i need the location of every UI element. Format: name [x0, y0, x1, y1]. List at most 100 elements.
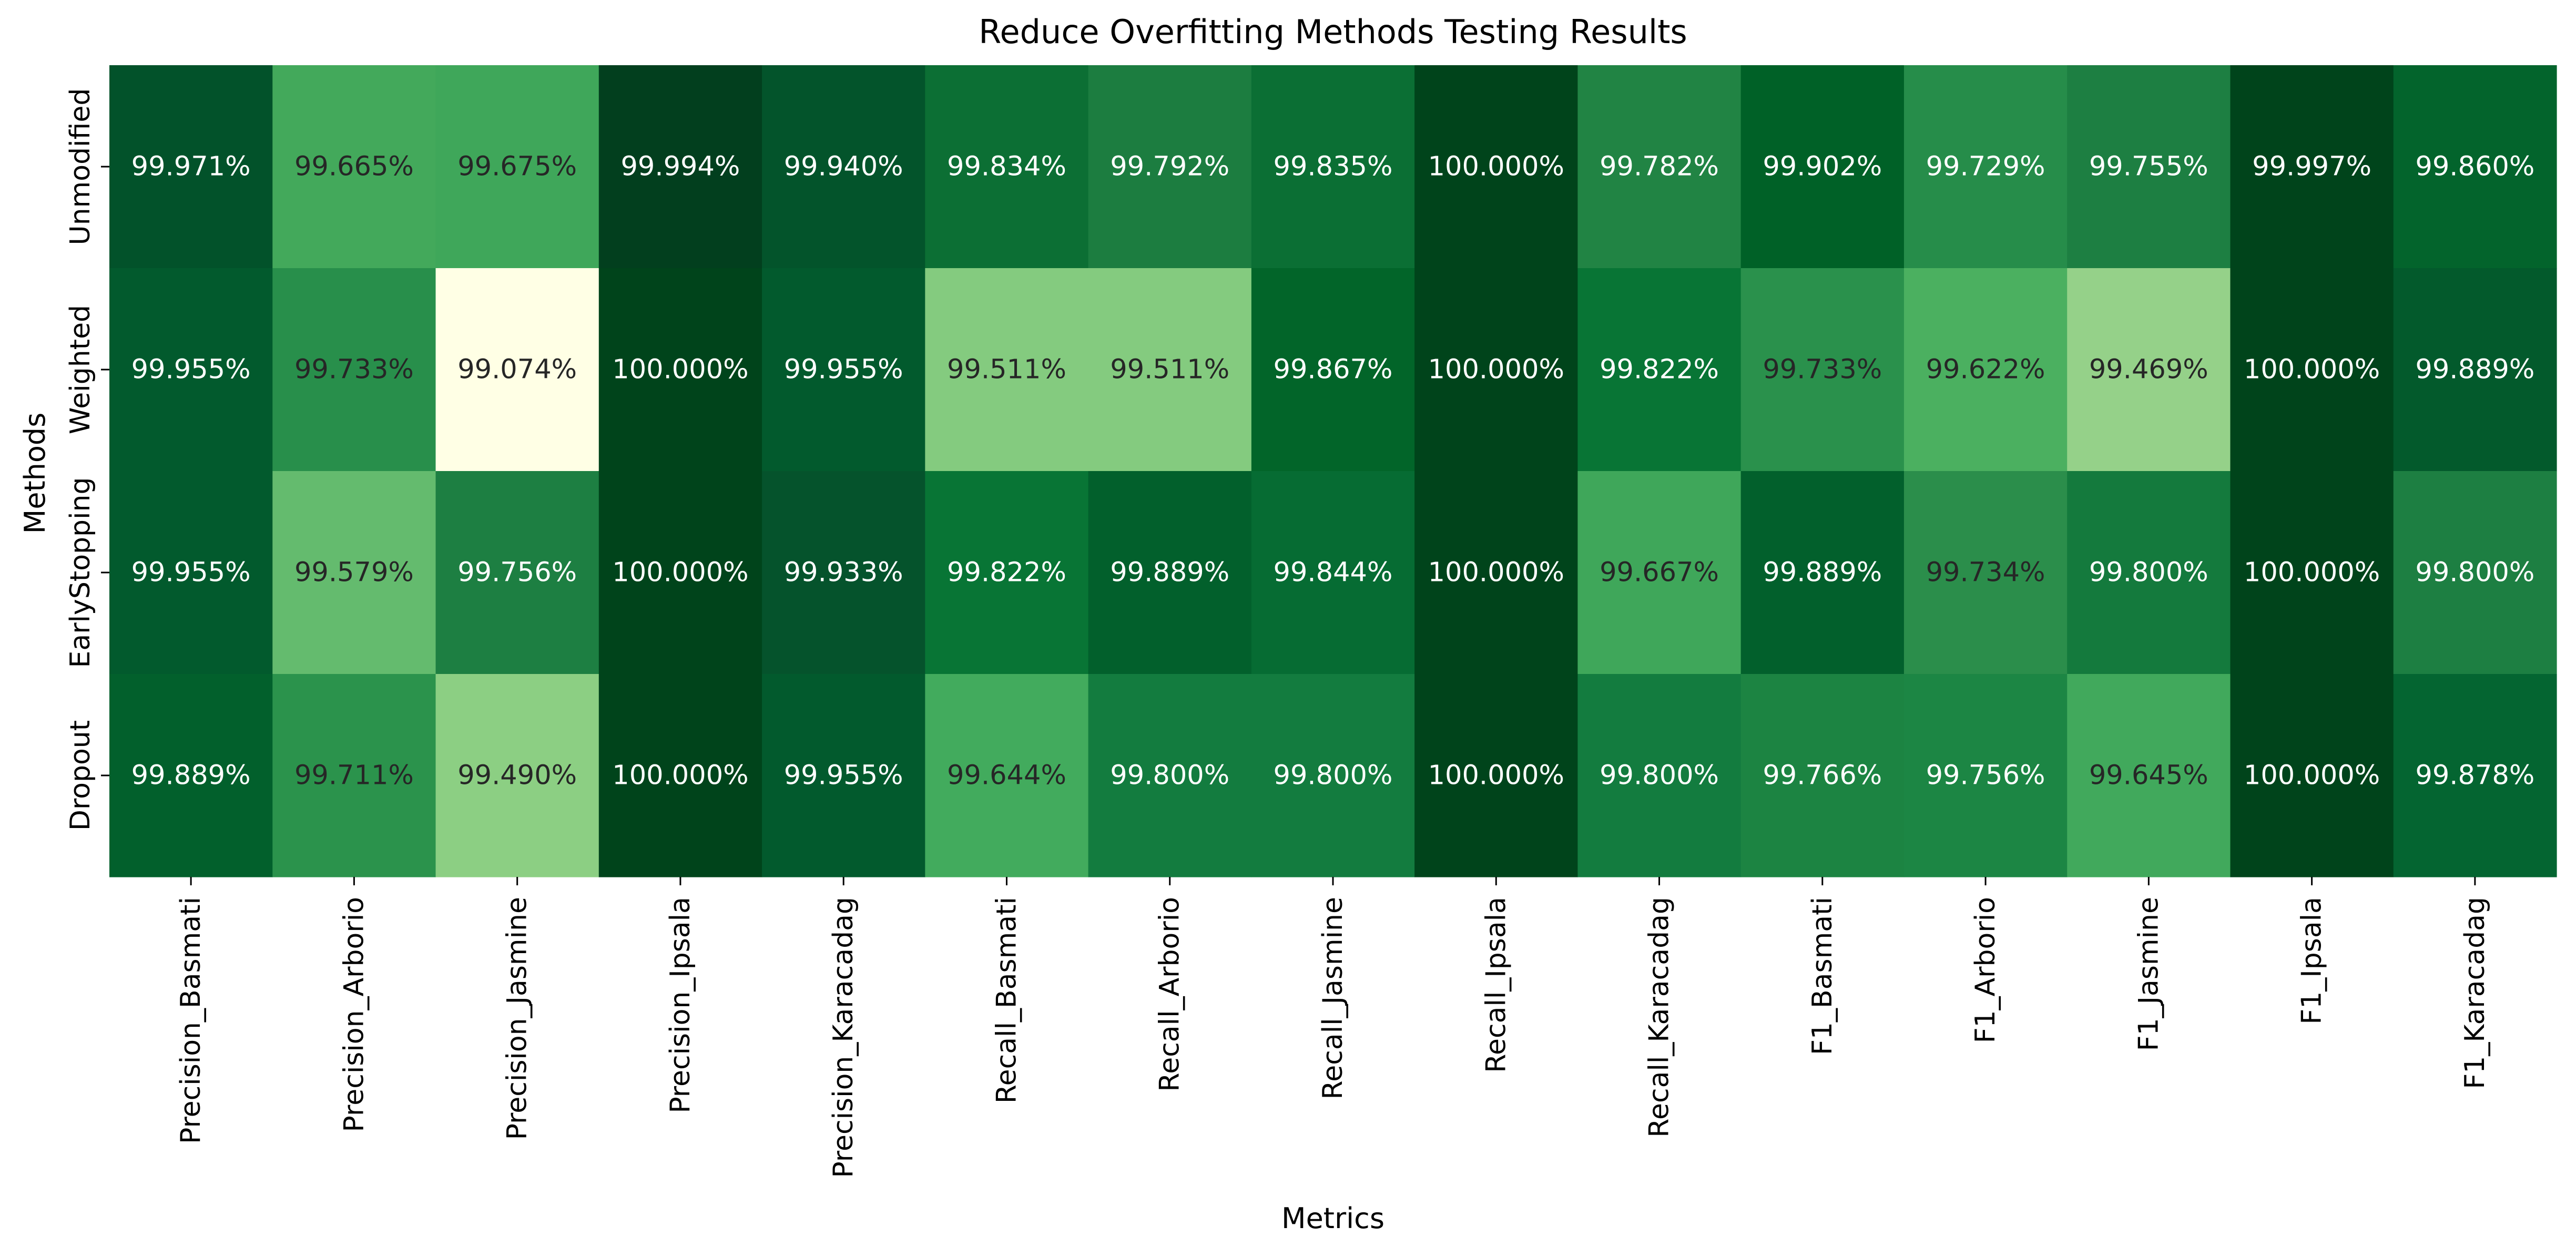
heatmap-cells [109, 65, 2557, 877]
cell-value-label: 99.734% [1926, 557, 2045, 588]
heatmap-cell [1740, 674, 1905, 877]
x-axis-title: Metrics [1281, 1202, 1384, 1235]
heatmap-cell [1577, 674, 1742, 877]
heatmap-cell [598, 674, 762, 877]
x-tick-label: Precision_Arborio [338, 897, 370, 1132]
cell-value-label: 99.766% [1763, 760, 1882, 791]
heatmap-cell [2393, 674, 2557, 877]
y-tick-label: Dropout [65, 720, 96, 831]
x-tick-label: Precision_Jasmine [502, 897, 533, 1140]
cell-value-label: 99.889% [1763, 557, 1882, 588]
heatmap-cell [1740, 268, 1905, 472]
heatmap-cell [1903, 674, 2068, 877]
x-tick-label: Recall_Basmati [991, 897, 1022, 1103]
cell-value-label: 99.074% [457, 354, 577, 385]
heatmap-cell [2067, 268, 2231, 472]
x-tick-label: F1_Ipsala [2296, 897, 2328, 1025]
cell-value-label: 99.645% [2089, 760, 2208, 791]
cell-value-label: 100.000% [612, 760, 748, 791]
x-tick-label: Recall_Karacadag [1644, 897, 1675, 1138]
heatmap-cell [1903, 65, 2068, 269]
cell-value-label: 99.644% [947, 760, 1066, 791]
x-tick-label: F1_Jasmine [2133, 897, 2164, 1051]
heatmap-cell [1903, 471, 2068, 675]
cell-value-label: 99.800% [1600, 760, 1719, 791]
heatmap-cell [435, 268, 599, 472]
heatmap-cell [109, 471, 273, 675]
cell-value-label: 100.000% [2244, 760, 2380, 791]
heatmap-cell [1740, 471, 1905, 675]
heatmap-cell [762, 674, 925, 877]
cell-value-label: 99.622% [1926, 354, 2045, 385]
heatmap-cell [1251, 65, 1415, 269]
cell-value-label: 99.835% [1274, 151, 1393, 182]
cell-value-label: 99.955% [784, 354, 903, 385]
cell-value-label: 99.822% [1600, 354, 1719, 385]
heatmap-cell [1577, 471, 1742, 675]
x-tick-label: F1_Karacadag [2459, 897, 2491, 1089]
cell-value-label: 100.000% [2244, 354, 2380, 385]
heatmap-cell [1414, 65, 1578, 269]
heatmap-cell [109, 674, 273, 877]
cell-value-label: 99.756% [457, 557, 577, 588]
x-tick-label: Recall_Jasmine [1317, 897, 1349, 1099]
heatmap-cell [2067, 674, 2231, 877]
y-tick-label: EarlyStopping [65, 477, 96, 668]
cell-value-label: 99.902% [1763, 151, 1882, 182]
cell-value-label: 99.834% [947, 151, 1066, 182]
heatmap-cell [2230, 65, 2394, 269]
heatmap-cell [272, 65, 436, 269]
cell-value-label: 100.000% [612, 557, 748, 588]
x-axis: Precision_Basmati Precision_Arborio Precis… [175, 877, 2491, 1178]
x-tick-label: Precision_Karacadag [828, 897, 859, 1178]
heatmap-cell [1577, 268, 1742, 472]
cell-value-label: 99.733% [1763, 354, 1882, 385]
cell-value-label: 100.000% [1428, 354, 1564, 385]
cell-value-label: 99.711% [294, 760, 414, 791]
heatmap-cell [272, 674, 436, 877]
cell-value-label: 99.756% [1926, 760, 2045, 791]
cell-value-label: 99.490% [457, 760, 577, 791]
cell-value-label: 99.675% [457, 151, 577, 182]
cell-value-label: 99.955% [131, 557, 251, 588]
heatmap-cell [925, 65, 1089, 269]
heatmap-cell [1414, 674, 1578, 877]
cell-value-label: 99.889% [131, 760, 251, 791]
heatmap-cell [762, 65, 925, 269]
cell-value-label: 99.800% [1274, 760, 1393, 791]
heatmap-cell [2393, 471, 2557, 675]
cell-value-label: 99.889% [2415, 354, 2534, 385]
cell-value-label: 99.867% [1274, 354, 1393, 385]
x-tick-label: Recall_Ipsala [1480, 897, 1512, 1073]
heatmap-cell [2230, 471, 2394, 675]
cell-value-label: 99.792% [1110, 151, 1229, 182]
cell-value-label: 99.994% [620, 151, 740, 182]
cell-value-label: 99.878% [2415, 760, 2534, 791]
heatmap-cell [925, 471, 1089, 675]
cell-value-label: 99.667% [1600, 557, 1719, 588]
cell-value-label: 99.933% [784, 557, 903, 588]
heatmap-cell [435, 674, 599, 877]
heatmap-cell [109, 65, 273, 269]
cell-value-label: 99.971% [131, 151, 251, 182]
heatmap-cell [1088, 471, 1252, 675]
cell-value-labels: 99.971% 99.665% 99.675% 99.994% 99.940% 99.83… [131, 151, 2535, 791]
x-tick-label: Precision_Basmati [175, 897, 207, 1144]
chart-title: Reduce Overfitting Methods Testing Resul… [979, 13, 1687, 51]
cell-value-label: 99.733% [294, 354, 414, 385]
cell-value-label: 99.955% [131, 354, 251, 385]
heatmap-cell [598, 65, 762, 269]
cell-value-label: 100.000% [1428, 151, 1564, 182]
heatmap-cell [762, 471, 925, 675]
cell-value-label: 99.889% [1110, 557, 1229, 588]
heatmap-cell [1740, 65, 1905, 269]
heatmap-cell [435, 471, 599, 675]
heatmap-cell [1251, 471, 1415, 675]
heatmap-cell [1251, 268, 1415, 472]
cell-value-label: 99.511% [1110, 354, 1229, 385]
cell-value-label: 99.844% [1274, 557, 1393, 588]
x-tick-label: F1_Basmati [1807, 897, 1838, 1055]
cell-value-label: 100.000% [1428, 557, 1564, 588]
heatmap-cell [598, 268, 762, 472]
